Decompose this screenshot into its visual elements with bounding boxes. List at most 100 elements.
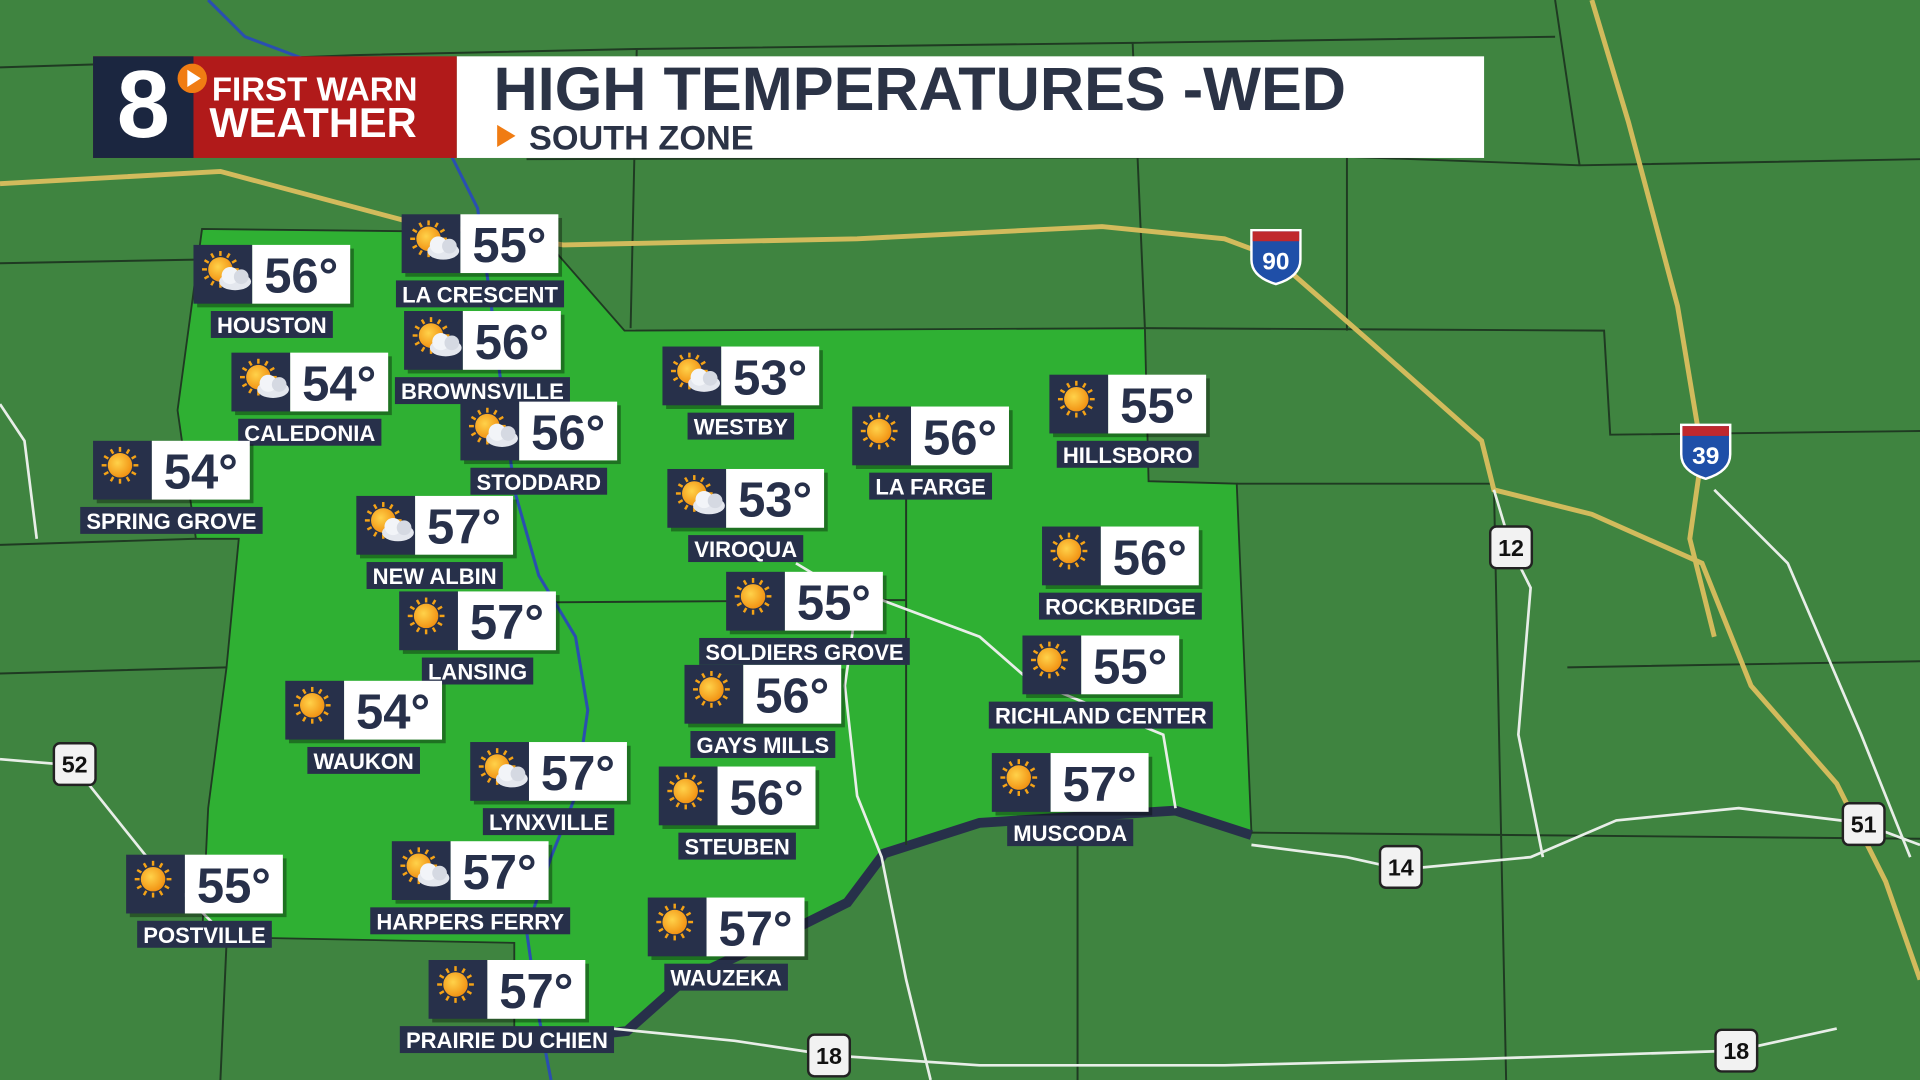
sun-ray	[136, 884, 143, 890]
city-tile: 57° NEW ALBIN	[356, 495, 517, 589]
sun	[866, 418, 892, 444]
city-tile: 55° LA CRESCENT	[395, 214, 565, 307]
city-tile: 57° LANSING	[399, 591, 560, 685]
cloud	[500, 426, 516, 441]
city-temp: 53°	[733, 351, 807, 405]
temp-box	[717, 766, 816, 826]
sun-ray	[675, 802, 681, 808]
us-shield	[1714, 1028, 1759, 1073]
sun-ray	[203, 275, 210, 280]
sun-ray	[764, 586, 770, 591]
cloud	[702, 371, 718, 386]
city-name: HOUSTON	[217, 313, 327, 338]
city-name-box	[421, 657, 534, 685]
city-temp: 57°	[541, 747, 615, 801]
city-tile: 57° LYNXVILLE	[470, 742, 631, 835]
sun-ray	[248, 360, 253, 367]
city-tile: 56° LA FARGE	[852, 406, 1013, 500]
city-name-box	[366, 562, 503, 589]
temp-box	[721, 346, 820, 406]
city-tile: 56° GAYS MILLS	[684, 664, 845, 758]
city-temp: 57°	[499, 965, 573, 1019]
city-temp: 56°	[923, 411, 997, 465]
city-tile: 54° CALEDONIA	[231, 352, 392, 446]
sun-ray	[1080, 556, 1086, 562]
city-name: CALEDONIA	[244, 421, 375, 446]
header: 8 FIRST WARN WEATHER HIGH TEMPERATURES -…	[93, 52, 1485, 158]
city-name-box	[394, 377, 570, 405]
city-tile: 55° HILLSBORO	[1049, 374, 1210, 468]
city-name: WESTBY	[694, 415, 789, 440]
sun-ray	[679, 382, 684, 388]
temp-box	[460, 214, 559, 274]
cloud	[444, 335, 460, 351]
sun-ray	[436, 318, 442, 325]
sun-ray	[664, 933, 670, 939]
sun-ray	[442, 325, 448, 330]
city-temp: 54°	[302, 357, 376, 411]
sun	[699, 677, 724, 702]
city-tile: 56° HOUSTON	[193, 244, 354, 338]
sun-ray	[1032, 649, 1039, 655]
sun-ray	[295, 710, 302, 716]
city-temp: 57°	[718, 902, 792, 956]
sun-ray	[669, 780, 675, 786]
temp-box	[1050, 753, 1149, 812]
sun-ray	[438, 990, 445, 995]
city-temp: 54°	[164, 446, 238, 500]
sun-ray	[445, 995, 450, 1002]
city-name: LYNXVILLE	[489, 810, 608, 835]
subtitle-arrow	[497, 124, 516, 147]
sun-ray	[672, 376, 679, 382]
city-name: POSTVILLE	[143, 923, 265, 948]
sun-ray	[103, 470, 109, 476]
sun-ray	[429, 855, 436, 861]
sun	[673, 778, 698, 804]
sun-ray	[699, 476, 705, 483]
highway-shields: 90 39 12 52 14 51 18 18	[52, 228, 1886, 1078]
cloud	[396, 520, 412, 536]
sun-ray	[695, 354, 700, 360]
sun-ray	[1002, 767, 1008, 772]
temp-box	[290, 352, 389, 412]
sun-ray	[1059, 388, 1066, 394]
city-temp: 56°	[475, 316, 549, 370]
sun-ray	[1066, 382, 1071, 389]
city-name: SOLDIERS GROVE	[705, 640, 903, 665]
city-tile: 53° WESTBY	[662, 346, 823, 440]
city-name-box	[307, 746, 420, 774]
city-name: BROWNSVILLE	[401, 379, 564, 404]
sun	[662, 909, 687, 935]
logo-line2: WEATHER	[209, 99, 416, 146]
sun-ray	[394, 510, 400, 515]
sun-ray	[1082, 382, 1087, 389]
sun-ray	[142, 890, 148, 896]
sun-ray	[158, 890, 164, 896]
city-name: LA CRESCENT	[402, 282, 558, 307]
sun-ray	[677, 483, 684, 488]
sun-ray	[1080, 540, 1086, 546]
cloud	[695, 491, 713, 509]
subtitle: SOUTH ZONE	[529, 119, 754, 157]
city-temp: 57°	[463, 846, 537, 900]
city-tile: 55° SOLDIERS GROVE	[699, 571, 910, 665]
sun-ray	[684, 476, 689, 483]
sun-ray	[1029, 783, 1036, 788]
sun	[1037, 647, 1062, 673]
sun-ray	[366, 526, 373, 531]
sun-ray	[109, 448, 115, 455]
sun	[300, 693, 325, 718]
sun-ray	[466, 974, 473, 979]
sun-ray	[461, 967, 466, 974]
sun	[443, 972, 468, 997]
sun-ray	[1024, 788, 1030, 795]
temp-box	[450, 841, 549, 900]
highway-label: 18	[816, 1043, 842, 1069]
cloud	[510, 766, 526, 782]
sun-ray	[414, 341, 420, 346]
sun-ray	[1059, 404, 1066, 410]
sun-ray	[694, 695, 701, 700]
temp-box	[726, 468, 825, 528]
city-name-box	[238, 418, 382, 446]
